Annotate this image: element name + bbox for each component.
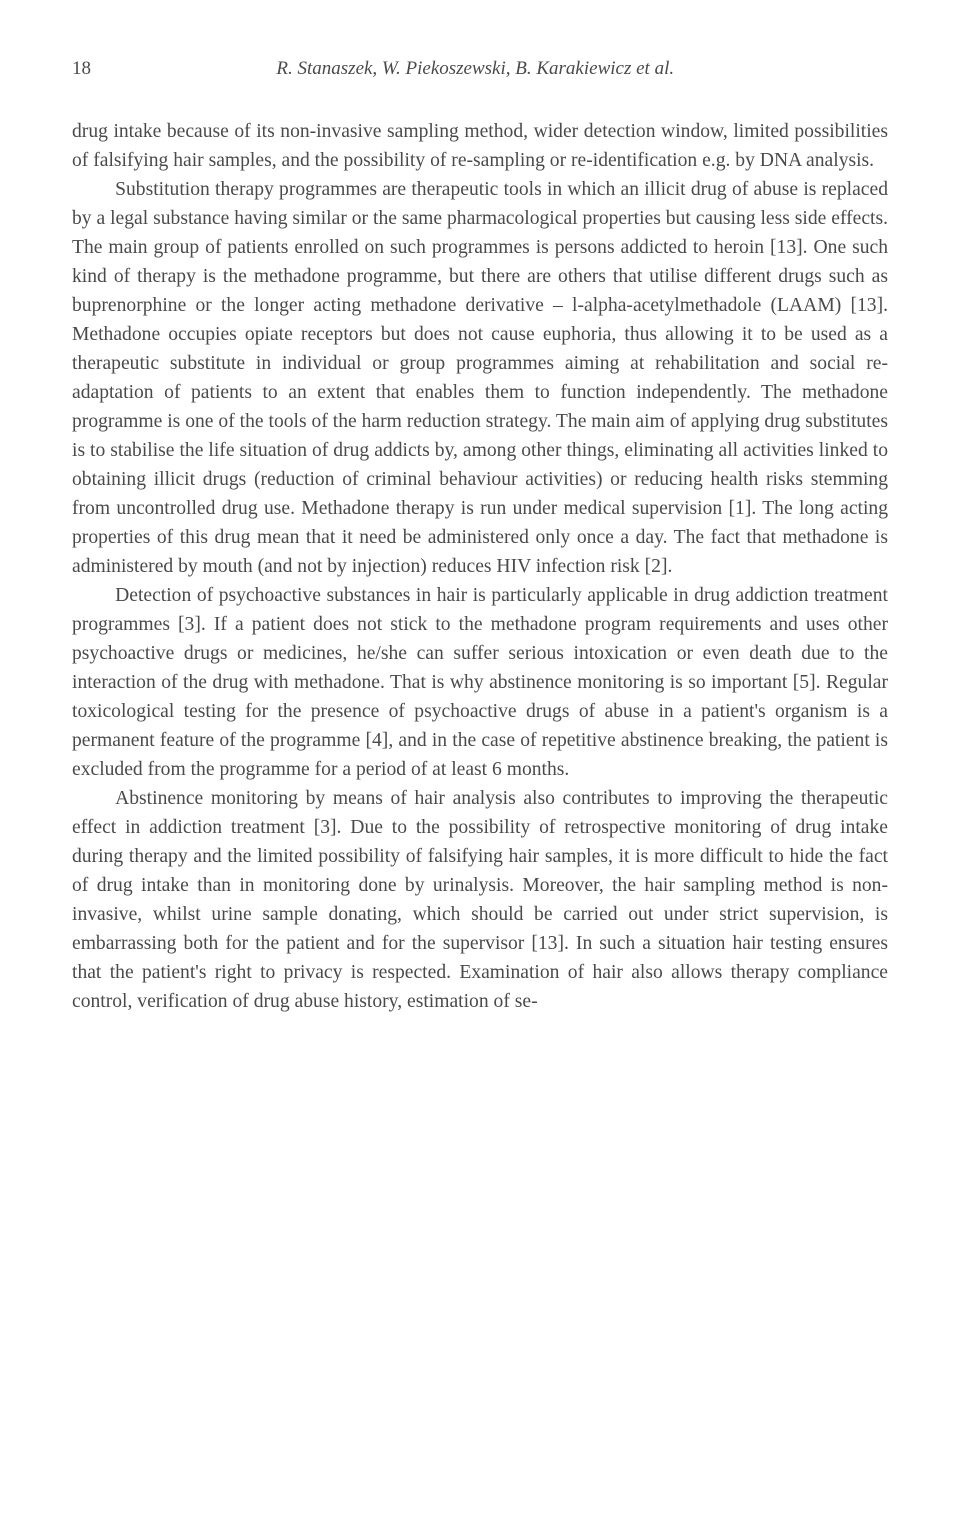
paragraph: Substitution therapy programmes are ther… (72, 176, 888, 582)
header-authors: R. Stanaszek, W. Piekoszewski, B. Karaki… (91, 58, 860, 80)
paragraph-continuation: drug intake because of its non-invasive … (72, 118, 888, 176)
paragraph: Detection of psychoactive substances in … (72, 582, 888, 785)
page-header: 18 R. Stanaszek, W. Piekoszewski, B. Kar… (72, 58, 888, 80)
page-number: 18 (72, 58, 91, 80)
paragraph: Abstinence monitoring by means of hair a… (72, 785, 888, 1017)
body-text: drug intake because of its non-invasive … (72, 118, 888, 1017)
